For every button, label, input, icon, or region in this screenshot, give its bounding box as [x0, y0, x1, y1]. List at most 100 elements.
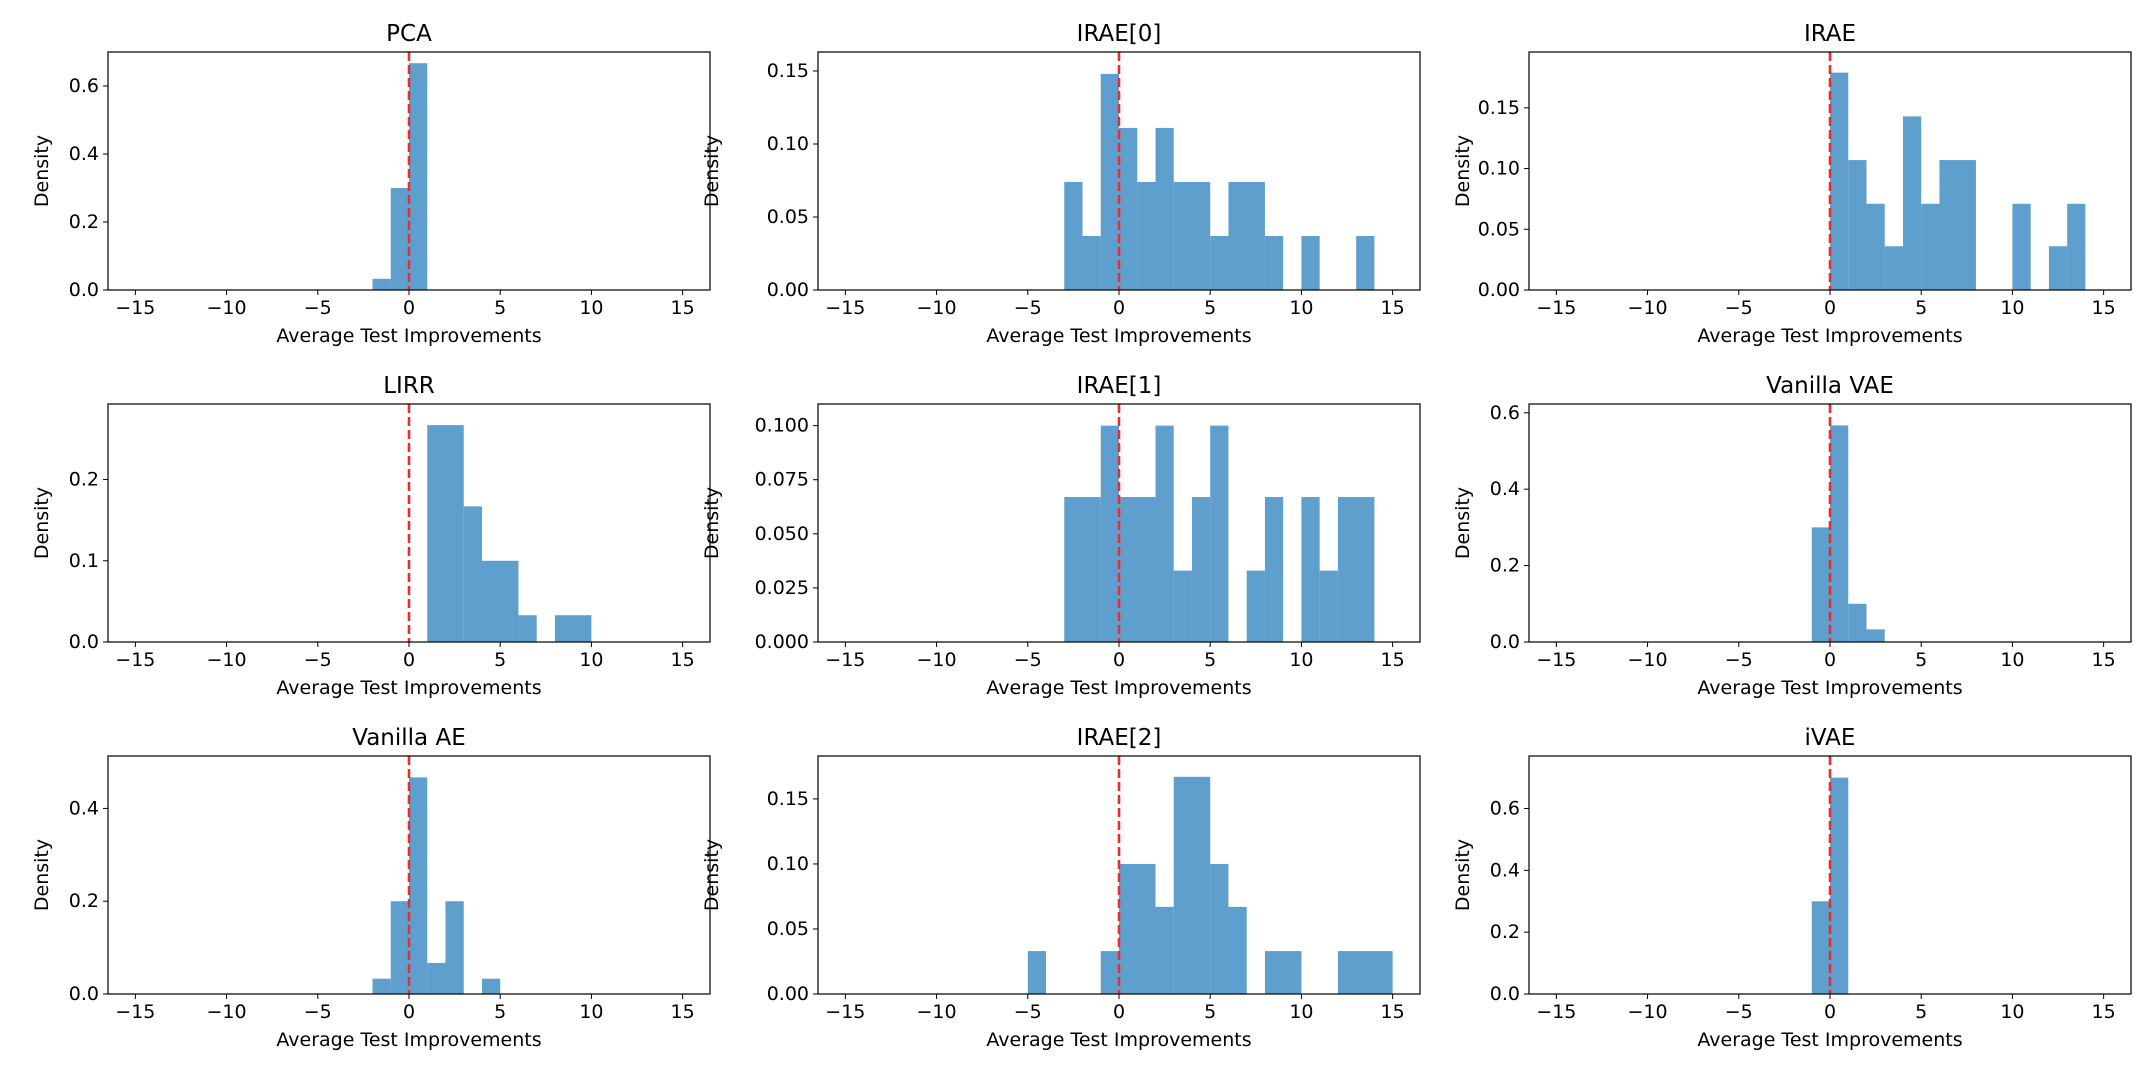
x-tick-label: −5 [304, 297, 332, 319]
histogram-bar [1337, 497, 1375, 642]
histogram-bar [1064, 181, 1083, 290]
x-tick-label: 5 [1915, 649, 1927, 671]
histogram-bar [1119, 863, 1156, 994]
histogram-bar [372, 978, 391, 994]
histogram-bar [518, 615, 537, 642]
x-axis-label: Average Test Improvements [986, 1029, 1251, 1051]
histogram-bar [1210, 235, 1229, 290]
y-tick-label: 0.6 [69, 75, 99, 97]
y-tick-label: 0.00 [1478, 279, 1520, 301]
subplot-0: −15 −10 −5 0 5 10 15 0.0 0.2 0.4 0.6 PCA Average Tes… [31, 21, 711, 347]
histogram-bar [481, 978, 501, 994]
y-tick-label: 0.0 [1490, 631, 1520, 653]
histogram-bar [1811, 527, 1830, 642]
histogram-bar [1228, 181, 1265, 290]
x-tick-label: −10 [207, 297, 247, 319]
y-axis-label: Density [1452, 839, 1474, 911]
histogram-bar [1848, 160, 1867, 290]
y-tick-label: 0.15 [767, 788, 809, 810]
histogram-bar [1301, 497, 1320, 642]
histogram-bar [1100, 425, 1119, 642]
x-axis-label: Average Test Improvements [1697, 1029, 1962, 1051]
y-tick-label: 0.10 [1478, 158, 1520, 180]
histogram-bar [1264, 951, 1302, 994]
subplot-title: PCA [386, 21, 432, 47]
y-tick-label: 0.10 [767, 133, 809, 155]
x-tick-label: −10 [207, 1001, 247, 1023]
subplot-title: IRAE[0] [1077, 21, 1162, 47]
histogram-bar [1228, 906, 1247, 994]
x-tick-label: 0 [1824, 297, 1836, 319]
histogram-bar [1155, 906, 1174, 994]
subplot-7: −15 −10 −5 0 5 10 15 0.00 0.05 0.10 0.15 IRAE[2] Ave… [701, 725, 1421, 1051]
histogram-bar [390, 901, 409, 994]
x-tick-label: −15 [115, 649, 155, 671]
y-tick-label: 0.100 [755, 415, 809, 437]
x-tick-label: −15 [115, 297, 155, 319]
y-tick-label: 0.2 [1490, 555, 1520, 577]
subplot-3: −15 −10 −5 0 5 10 15 0.0 0.1 0.2 LIRR Average Test … [31, 373, 711, 699]
x-axis-label: Average Test Improvements [1697, 325, 1962, 347]
x-tick-label: −5 [1014, 297, 1042, 319]
x-tick-label: 0 [403, 1001, 415, 1023]
x-tick-label: 5 [1915, 1001, 1927, 1023]
histogram-bar [1337, 951, 1393, 994]
subplot-8: −15 −10 −5 0 5 10 15 0.0 0.2 0.4 0.6 iVAE Average Te… [1452, 725, 2132, 1051]
y-tick-label: 0.025 [755, 577, 809, 599]
y-tick-label: 0.05 [767, 206, 809, 228]
x-tick-label: 15 [671, 297, 695, 319]
y-tick-label: 0.05 [1478, 218, 1520, 240]
x-tick-label: 0 [403, 297, 415, 319]
y-tick-label: 0.000 [755, 631, 809, 653]
histogram-bar [463, 506, 482, 642]
x-tick-label: 15 [1381, 649, 1405, 671]
x-tick-label: 5 [494, 1001, 506, 1023]
x-tick-label: 15 [2092, 649, 2116, 671]
x-tick-label: −10 [1628, 649, 1668, 671]
x-tick-label: 15 [2092, 297, 2116, 319]
histogram-bar [1356, 235, 1375, 290]
y-tick-label: 0.4 [1490, 859, 1520, 881]
y-axis-label: Density [31, 839, 53, 911]
histogram-bar [427, 962, 446, 994]
histogram-bar [1155, 127, 1174, 290]
histogram-bar [1100, 951, 1119, 994]
x-tick-label: 5 [1204, 649, 1216, 671]
x-tick-label: −15 [1536, 649, 1576, 671]
x-tick-label: 15 [671, 1001, 695, 1023]
y-tick-label: 0.6 [1490, 402, 1520, 424]
x-tick-label: −5 [1725, 297, 1753, 319]
x-tick-label: 0 [1113, 649, 1125, 671]
y-axis-label: Density [1452, 135, 1474, 207]
x-tick-label: −10 [917, 1001, 957, 1023]
histogram-bar [1100, 73, 1119, 290]
subplot-title: IRAE[2] [1077, 725, 1162, 751]
x-tick-label: 0 [1113, 1001, 1125, 1023]
histogram-bar [409, 777, 428, 994]
x-tick-label: 0 [403, 649, 415, 671]
x-tick-label: −5 [304, 649, 332, 671]
histogram-bar [427, 425, 464, 642]
y-axis-label: Density [701, 487, 723, 559]
histogram-bar [1902, 116, 1922, 290]
x-tick-label: 10 [579, 1001, 603, 1023]
histogram-bar [1064, 497, 1101, 642]
x-tick-label: −5 [1014, 649, 1042, 671]
subplot-title: Vanilla VAE [1766, 373, 1894, 399]
histogram-bar [1264, 235, 1284, 290]
y-tick-label: 0.050 [755, 523, 809, 545]
x-tick-label: 15 [1381, 297, 1405, 319]
x-tick-label: −10 [917, 649, 957, 671]
x-tick-label: 5 [1204, 1001, 1216, 1023]
histogram-bar [1173, 181, 1211, 290]
x-axis-label: Average Test Improvements [986, 325, 1251, 347]
histogram-bar [554, 615, 592, 642]
subplot-5: −15 −10 −5 0 5 10 15 0.0 0.2 0.4 0.6 Vanilla VAE Ave… [1452, 373, 2132, 699]
histogram-bar [1811, 901, 1830, 994]
histogram-bar [1939, 160, 1976, 290]
histogram-bar [2012, 203, 2031, 290]
histogram-bar [1301, 235, 1320, 290]
histogram-bar [1027, 951, 1047, 994]
histogram-bar [1830, 72, 1849, 291]
